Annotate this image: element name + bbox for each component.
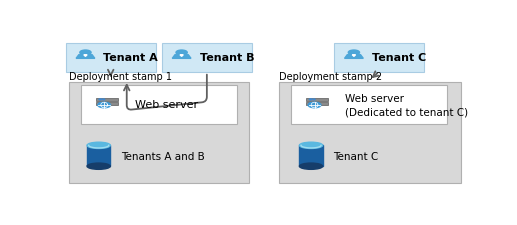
FancyBboxPatch shape [299,146,323,166]
Circle shape [80,51,91,56]
FancyBboxPatch shape [279,82,461,183]
Circle shape [308,103,321,108]
FancyBboxPatch shape [69,82,249,183]
FancyBboxPatch shape [96,98,118,102]
Polygon shape [344,56,363,59]
Text: Tenant A: Tenant A [103,53,158,63]
Circle shape [313,99,315,100]
Circle shape [309,103,312,105]
Text: Web server: Web server [135,100,198,110]
Text: Web server
(Dedicated to tenant C): Web server (Dedicated to tenant C) [345,93,468,117]
Circle shape [99,99,102,101]
FancyBboxPatch shape [162,44,252,72]
Ellipse shape [299,143,323,149]
Circle shape [99,103,102,105]
Circle shape [103,99,104,100]
Polygon shape [352,56,356,57]
Text: Tenant B: Tenant B [200,53,254,63]
FancyBboxPatch shape [96,102,118,106]
Circle shape [309,99,312,101]
Polygon shape [84,56,87,57]
Ellipse shape [87,143,110,149]
FancyBboxPatch shape [306,98,328,102]
Ellipse shape [299,163,323,170]
FancyBboxPatch shape [291,86,447,124]
Circle shape [98,103,111,108]
Polygon shape [76,56,95,59]
Ellipse shape [87,163,110,170]
FancyBboxPatch shape [81,86,237,124]
Text: Tenant C: Tenant C [333,151,378,161]
FancyBboxPatch shape [87,146,110,166]
Polygon shape [172,56,191,59]
Text: Deployment stamp 1: Deployment stamp 1 [69,72,172,82]
Circle shape [348,51,359,56]
FancyBboxPatch shape [306,102,328,106]
Polygon shape [180,56,184,57]
Text: Tenant C: Tenant C [372,53,426,63]
Circle shape [176,51,187,56]
FancyBboxPatch shape [334,44,424,72]
Text: Tenants A and B: Tenants A and B [121,151,204,161]
Text: Deployment stamp 2: Deployment stamp 2 [279,72,382,82]
FancyBboxPatch shape [66,44,156,72]
